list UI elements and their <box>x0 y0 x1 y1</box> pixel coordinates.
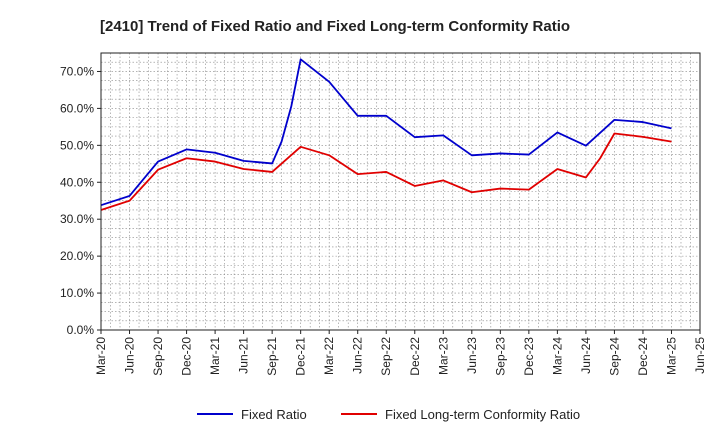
x-tick-label: Dec-23 <box>522 337 536 376</box>
x-tick-label: Mar-20 <box>94 337 108 375</box>
grid <box>101 53 700 330</box>
x-tick-label: Jun-21 <box>237 337 251 374</box>
legend: Fixed Ratio Fixed Long-term Conformity Ra… <box>197 407 580 422</box>
y-tick-label: 0.0% <box>67 323 95 337</box>
chart-title: [2410] Trend of Fixed Ratio and Fixed Lo… <box>100 18 570 35</box>
x-tick-label: Mar-25 <box>664 337 678 375</box>
series-line-1 <box>100 58 672 207</box>
series-lines <box>100 58 672 211</box>
y-tick-label: 10.0% <box>60 286 94 300</box>
x-tick-label: Mar-24 <box>550 337 564 375</box>
y-tick-label: 30.0% <box>60 212 94 226</box>
series-line-2 <box>100 132 672 211</box>
x-tick-label: Dec-22 <box>408 337 422 376</box>
x-tick-label: Jun-24 <box>579 337 593 374</box>
x-tick-label: Sep-24 <box>607 337 621 376</box>
y-tick-label: 40.0% <box>60 175 94 189</box>
plot-area <box>100 52 701 331</box>
x-tick-label: Jun-25 <box>693 337 707 374</box>
x-tick-label: Sep-20 <box>151 337 165 376</box>
x-tick-label: Dec-24 <box>636 337 650 376</box>
x-tick-label: Jun-23 <box>465 337 479 374</box>
x-axis-ticks: Mar-20 Jun-20 Sep-20 Dec-20 Mar-21 Jun-21 Sep-… <box>94 330 707 376</box>
x-tick-label: Mar-22 <box>322 337 336 375</box>
x-tick-label: Dec-20 <box>180 337 194 376</box>
x-tick-label: Dec-21 <box>294 337 308 376</box>
x-tick-label: Sep-23 <box>493 337 507 376</box>
x-tick-label: Mar-21 <box>208 337 222 375</box>
y-tick-label: 70.0% <box>60 64 94 78</box>
y-tick-label: 60.0% <box>60 101 94 115</box>
y-axis-ticks: 0.0% 10.0% 20.0% 30.0% 40.0% 50.0% 60.0% 70.0% <box>60 64 101 337</box>
x-tick-label: Sep-21 <box>265 337 279 376</box>
x-tick-label: Mar-23 <box>436 337 450 375</box>
x-tick-label: Sep-22 <box>379 337 393 376</box>
legend-label: Fixed Long-term Conformity Ratio <box>385 407 580 422</box>
x-tick-label: Jun-20 <box>123 337 137 374</box>
y-tick-label: 50.0% <box>60 138 94 152</box>
y-tick-label: 20.0% <box>60 249 94 263</box>
x-tick-label: Jun-22 <box>351 337 365 374</box>
legend-label: Fixed Ratio <box>241 407 307 422</box>
